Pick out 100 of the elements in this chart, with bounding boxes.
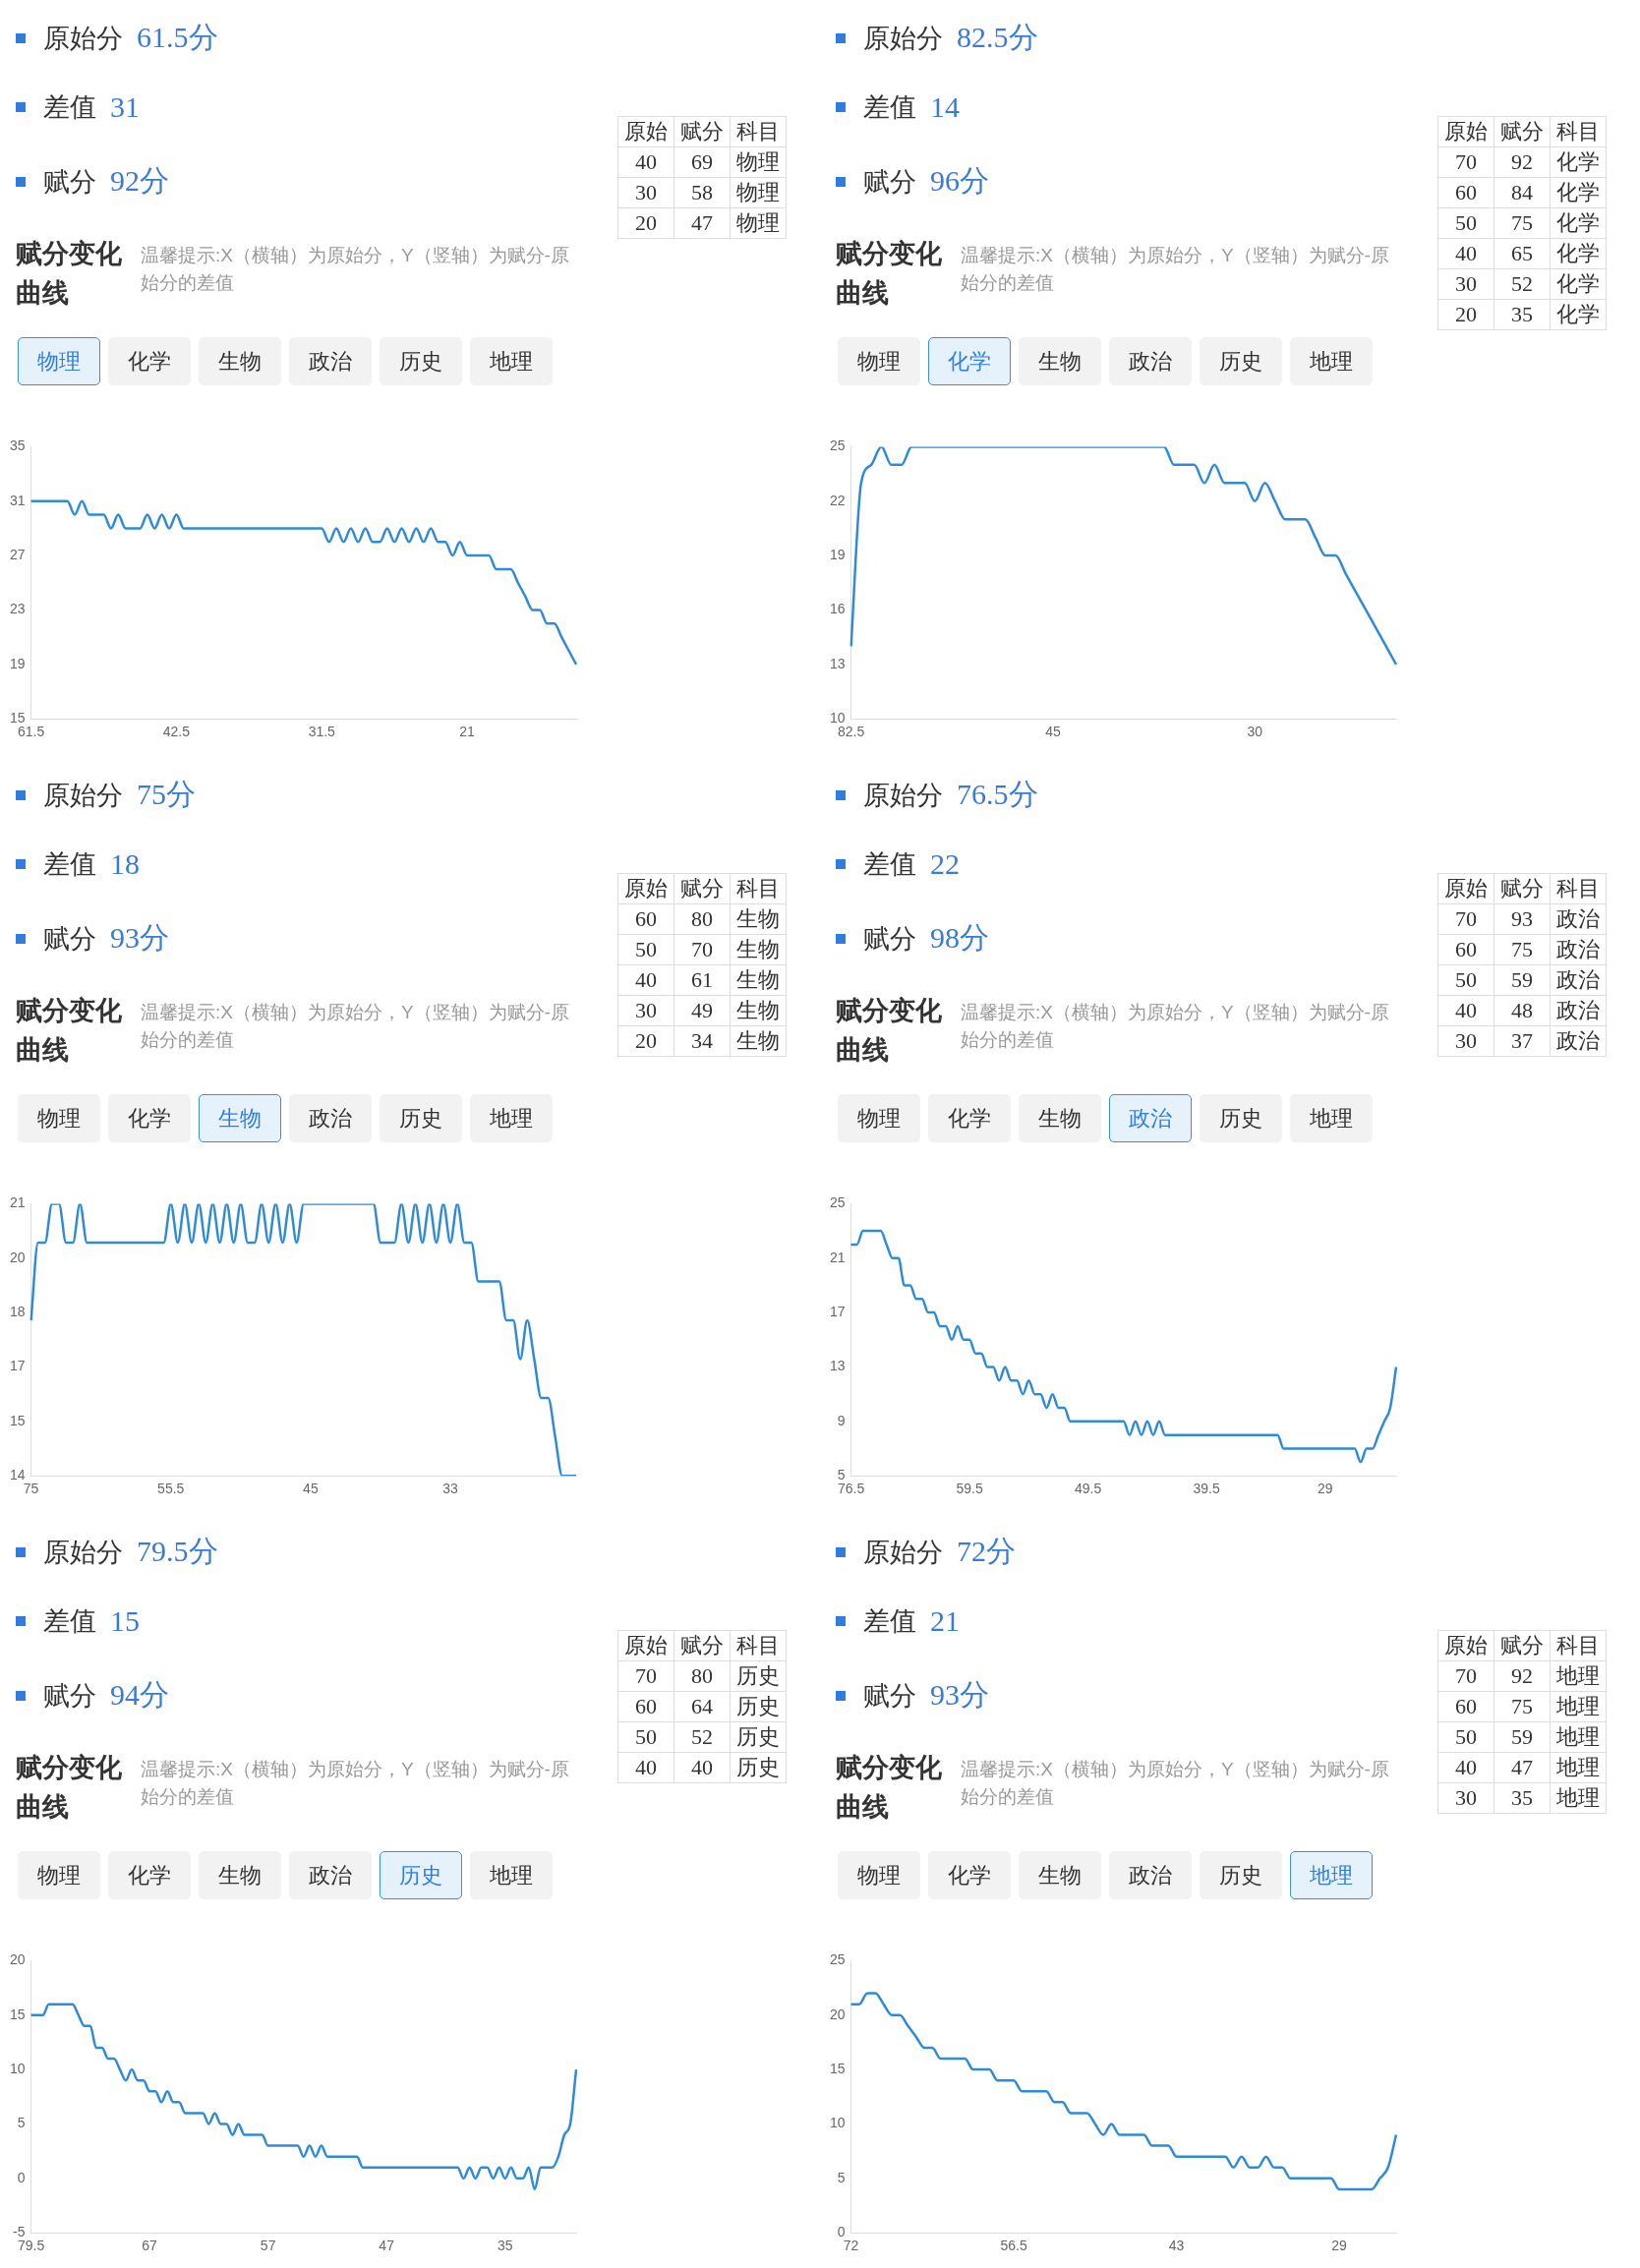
text: 原始 xyxy=(1437,1630,1494,1661)
y-tick-label: 22 xyxy=(829,492,846,508)
text: 18 xyxy=(110,847,140,881)
text: 化学 xyxy=(1550,207,1607,239)
text: 原始分 xyxy=(43,22,123,55)
text: 40 xyxy=(1437,995,1494,1026)
text: 化学 xyxy=(928,337,1011,385)
text: 化学 xyxy=(108,1851,191,1899)
y-tick-label: 16 xyxy=(829,601,846,617)
y-tick-label: 10 xyxy=(829,2115,846,2131)
y-tick-label: 15 xyxy=(9,710,26,727)
text: 60 xyxy=(1437,934,1494,965)
text: 历史 xyxy=(1200,337,1282,385)
text: 80 xyxy=(674,903,731,935)
text: 政治 xyxy=(1109,1851,1192,1899)
text: 96分 xyxy=(930,163,989,199)
text: 科目 xyxy=(1550,873,1607,904)
y-tick-label: 21 xyxy=(829,1249,846,1265)
text: 生物 xyxy=(1019,337,1101,385)
text: 生物 xyxy=(730,995,787,1026)
text: 化学 xyxy=(1550,177,1607,208)
text: 地理 xyxy=(470,337,553,385)
text: 科目 xyxy=(730,873,787,904)
text: 原始 xyxy=(1437,873,1494,904)
text: 原始 xyxy=(617,873,674,904)
x-tick-label: 75 xyxy=(23,1481,39,1497)
text: 赋分 xyxy=(43,1679,96,1713)
y-tick-label: 13 xyxy=(829,655,846,671)
x-tick-label: 57 xyxy=(260,2238,276,2254)
text: 40 xyxy=(1437,1752,1494,1783)
text: 40 xyxy=(674,1752,731,1783)
text: 地理 xyxy=(1550,1752,1607,1783)
text: 地理 xyxy=(1550,1691,1607,1722)
text: 物理 xyxy=(838,1094,920,1142)
text: 31 xyxy=(110,90,140,124)
text: 70 xyxy=(674,934,731,965)
text: 化学 xyxy=(1550,146,1607,178)
text: 化学 xyxy=(1550,299,1607,330)
text: 地理 xyxy=(1550,1660,1607,1692)
text: 75 xyxy=(1494,207,1551,239)
text: 赋分变化曲线 xyxy=(16,239,122,308)
text: 物理 xyxy=(838,337,920,385)
text: 化学 xyxy=(108,337,191,385)
x-tick-label: 29 xyxy=(1317,1481,1333,1497)
text: 物理 xyxy=(730,177,787,208)
text: 科目 xyxy=(730,116,787,147)
y-tick-label: 31 xyxy=(9,492,26,508)
text: 地理 xyxy=(1290,337,1373,385)
y-tick-label: 5 xyxy=(837,2169,846,2185)
y-tick-label: 25 xyxy=(829,1951,846,1968)
text: 温馨提示:X（横轴）为原始分，Y（竖轴）为赋分-原始分的差值 xyxy=(141,244,570,295)
text: 赋分 xyxy=(674,1630,731,1661)
text: 温馨提示:X（横轴）为原始分，Y（竖轴）为赋分-原始分的差值 xyxy=(961,1758,1390,1809)
y-tick-label: 23 xyxy=(9,601,26,617)
text: 61 xyxy=(674,964,731,996)
text: 原始 xyxy=(617,116,674,147)
text: 原始 xyxy=(1437,116,1494,147)
text: 政治 xyxy=(289,1851,372,1899)
text: 30 xyxy=(617,177,674,208)
text: 92 xyxy=(1494,1660,1551,1692)
text: 地理 xyxy=(1550,1782,1607,1814)
text: 35 xyxy=(1494,1782,1551,1814)
text: 75分 xyxy=(137,777,196,812)
line-series xyxy=(849,1992,1398,2191)
text: 化学 xyxy=(1550,238,1607,269)
text: 生物 xyxy=(730,934,787,965)
text: 20 xyxy=(1437,299,1494,330)
x-tick-label: 61.5 xyxy=(17,724,45,740)
line-series xyxy=(29,499,578,667)
y-tick-label: 19 xyxy=(9,655,26,671)
text: 历史 xyxy=(730,1691,787,1722)
text: 30 xyxy=(1437,1782,1494,1814)
x-tick-label: 29 xyxy=(1331,2238,1348,2254)
y-tick-label: 15 xyxy=(829,2060,846,2076)
line-series xyxy=(849,1229,1398,1464)
text: 35 xyxy=(1494,299,1551,330)
y-tick-label: -5 xyxy=(13,2224,26,2240)
y-tick-label: 20 xyxy=(9,1951,26,1968)
x-tick-label: 45 xyxy=(303,1481,319,1497)
text: 60 xyxy=(617,1691,674,1722)
text: 化学 xyxy=(928,1851,1011,1899)
text: 差值 xyxy=(43,848,96,881)
text: 40 xyxy=(617,146,674,178)
text: 原始分 xyxy=(43,779,123,812)
text: 物理 xyxy=(18,1094,100,1142)
text: 科目 xyxy=(730,1630,787,1661)
text: 30 xyxy=(617,995,674,1026)
line-series xyxy=(29,2003,578,2191)
line-series xyxy=(849,446,1398,667)
y-tick-label: 9 xyxy=(837,1412,846,1428)
text: 赋分 xyxy=(1494,873,1551,904)
text: 赋分 xyxy=(1494,1630,1551,1661)
x-tick-label: 35 xyxy=(497,2238,513,2254)
text: 历史 xyxy=(380,337,462,385)
x-tick-label: 39.5 xyxy=(1193,1481,1220,1497)
text: 52 xyxy=(674,1721,731,1753)
x-tick-label: 79.5 xyxy=(17,2238,45,2254)
text: 赋分 xyxy=(674,873,731,904)
text: 物理 xyxy=(18,337,100,385)
x-tick-label: 67 xyxy=(142,2238,158,2254)
